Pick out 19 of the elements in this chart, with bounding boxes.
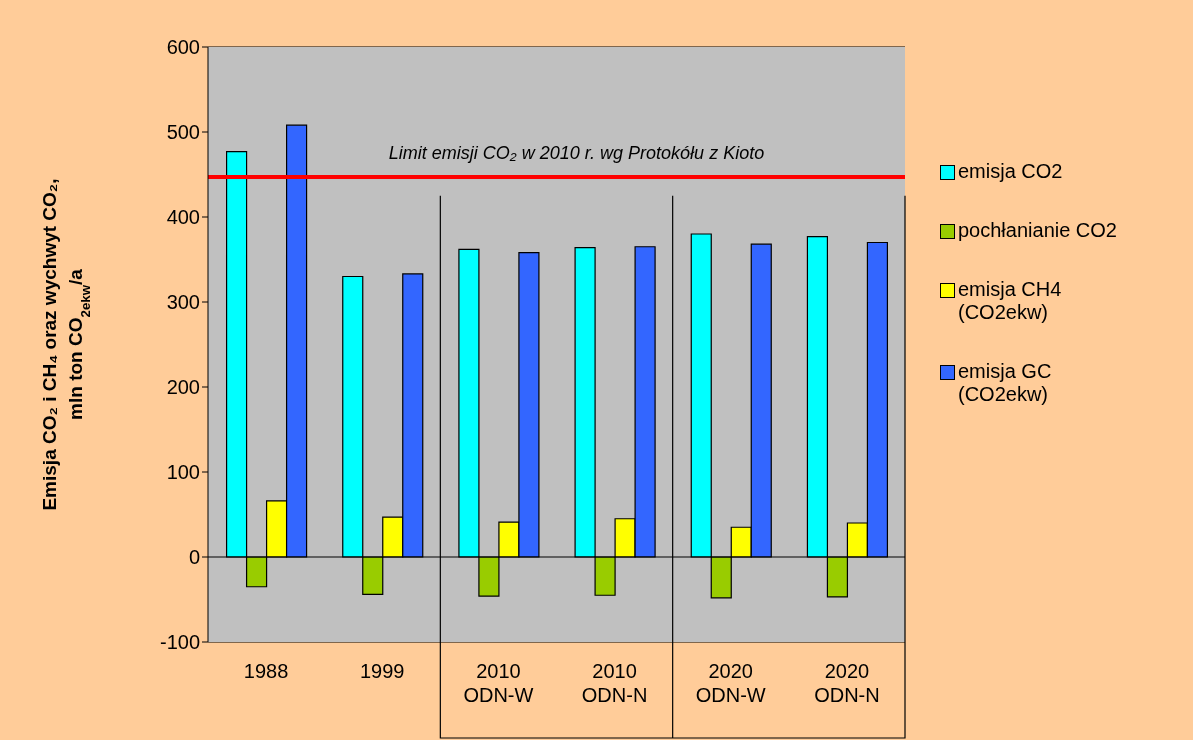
legend-label: emisja GC (CO2ekw) [958,360,1053,406]
legend-label: pochłanianie CO2 [958,219,1118,242]
x-tick-label: 2010 ODN-N [581,660,648,706]
legend-label: emisja CH4 (CO2ekw) [958,278,1063,324]
x-tick-label: 1999 [360,660,405,682]
legend-label: emisja CO2 [958,160,1064,183]
ref-line-label: Limit emisji CO₂ w 2010 r. wg Protokółu z Kioto [388,143,765,164]
y-tick-label: 100 [166,461,200,484]
y-tick-label: 0 [188,546,200,569]
y-tick-label: 300 [166,291,200,314]
y-tick-label: 500 [166,121,200,144]
y-tick-label: 600 [166,36,200,59]
y-tick-label: 200 [166,376,200,399]
y-tick-label: -100 [159,631,200,654]
x-tick-label: 2010 ODN-W [463,660,534,706]
x-tick-label: 1988 [243,660,289,682]
x-tick-label: 2020 ODN-W [695,660,766,706]
y-tick-label: 400 [166,206,200,229]
x-tick-label: 2020 ODN-N [814,660,880,706]
